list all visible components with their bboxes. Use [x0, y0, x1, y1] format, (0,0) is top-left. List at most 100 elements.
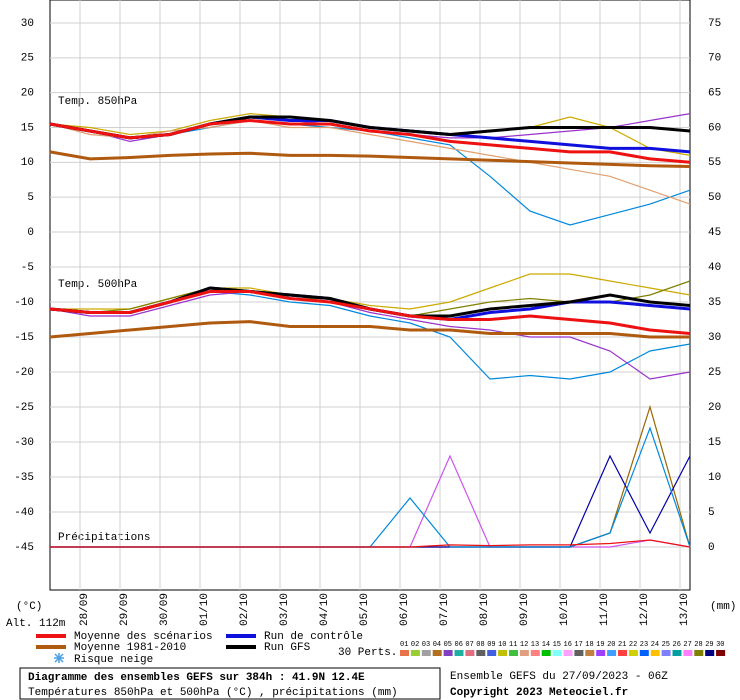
y-tick-label: -45	[14, 542, 34, 554]
member-code: 27	[683, 641, 691, 649]
x-tick-label: 30/09	[159, 593, 171, 626]
member-swatch	[585, 650, 595, 656]
y-tick-label: 5	[27, 192, 34, 204]
x-tick-label: 03/10	[279, 593, 291, 626]
y2-tick-label: 65	[708, 88, 721, 100]
member-code: 17	[574, 641, 582, 649]
x-tick-label: 06/10	[399, 593, 411, 626]
member-swatch	[519, 650, 529, 656]
member-code: 05	[444, 641, 452, 649]
x-tick-label: 28/09	[79, 593, 91, 626]
member-swatch	[443, 650, 453, 656]
panel-label: Temp. 500hPa	[58, 279, 138, 291]
y-tick-label: -25	[14, 402, 34, 414]
altitude: Alt. 112m	[6, 618, 66, 630]
y2-tick-label: 0	[708, 542, 715, 554]
member-swatch	[563, 650, 573, 656]
member-code: 14	[542, 641, 550, 649]
y2-unit: (mm)	[710, 601, 736, 613]
y2-tick-label: 70	[708, 53, 721, 65]
member-swatch	[650, 650, 660, 656]
x-tick-label: 11/10	[599, 593, 611, 626]
series-line	[49, 150, 691, 168]
series-line	[49, 290, 691, 335]
x-tick-label: 29/09	[119, 593, 131, 626]
member-code: 15	[553, 641, 561, 649]
y2-tick-label: 45	[708, 227, 721, 239]
member-code: 30	[716, 641, 724, 649]
member-code: 11	[509, 641, 517, 649]
member-swatch	[465, 650, 475, 656]
members-label: 30 Perts.	[338, 647, 397, 659]
member-swatch	[628, 650, 638, 656]
member-swatch	[694, 650, 704, 656]
y-unit: (°C)	[16, 601, 42, 613]
member-code: 26	[673, 641, 681, 649]
panel-label: Temp. 850hPa	[58, 96, 138, 108]
y-tick-label: -15	[14, 332, 34, 344]
y-tick-label: -40	[14, 507, 34, 519]
y-tick-label: 15	[21, 122, 34, 134]
series-line	[49, 290, 691, 380]
legend: Risque neige 30 Perts. Moyenne 1981-2010…	[36, 631, 726, 666]
x-tick-label: 13/10	[679, 593, 691, 626]
x-tick-label: 09/10	[519, 593, 531, 626]
member-code: 02	[411, 641, 419, 649]
member-swatch	[421, 650, 431, 656]
member-swatch	[487, 650, 497, 656]
y2-tick-label: 15	[708, 437, 721, 449]
y2-tick-label: 30	[708, 332, 721, 344]
y2-tick-label: 5	[708, 507, 715, 519]
footer-box	[19, 667, 441, 700]
member-code: 22	[629, 641, 637, 649]
member-code: 10	[498, 641, 506, 649]
plot-frame	[49, 0, 691, 591]
y2-tick-label: 25	[708, 367, 721, 379]
member-code: 06	[455, 641, 463, 649]
member-swatch	[498, 650, 508, 656]
member-swatch	[574, 650, 584, 656]
y-tick-label: 0	[27, 227, 34, 239]
x-tick-label: 02/10	[239, 593, 251, 626]
member-swatch	[454, 650, 464, 656]
member-code: 24	[651, 641, 659, 649]
y2-tick-label: 60	[708, 122, 721, 134]
legend-label: Risque neige	[74, 654, 153, 666]
y-tick-label: -10	[14, 297, 34, 309]
member-code: 08	[476, 641, 484, 649]
member-code: 13	[531, 641, 539, 649]
member-swatch	[607, 650, 617, 656]
snow-icon	[54, 653, 64, 663]
member-swatch	[596, 650, 606, 656]
member-code: 25	[662, 641, 670, 649]
y-tick-label: -5	[21, 262, 34, 274]
member-code: 18	[585, 641, 593, 649]
member-swatch	[552, 650, 562, 656]
member-swatch	[618, 650, 627, 656]
member-code: 12	[520, 641, 528, 649]
member-swatch	[683, 650, 693, 656]
series-line	[49, 119, 691, 205]
copyright: Copyright 2023 Meteociel.fr	[450, 687, 628, 699]
member-code: 07	[465, 641, 473, 649]
y2-tick-label: 20	[708, 402, 721, 414]
x-tick-label: 04/10	[319, 593, 331, 626]
y-tick-label: 30	[21, 18, 34, 30]
member-swatch	[476, 650, 486, 656]
member-swatch	[716, 650, 726, 656]
y2-tick-label: 75	[708, 18, 721, 30]
member-swatch	[672, 650, 682, 656]
y-tick-label: -30	[14, 437, 34, 449]
x-tick-label: 05/10	[359, 593, 371, 626]
member-swatch	[705, 650, 715, 656]
y-tick-label: 20	[21, 88, 34, 100]
y2-tick-label: 55	[708, 157, 721, 169]
member-code: 21	[618, 641, 626, 649]
member-swatch	[509, 650, 518, 656]
member-code: 04	[433, 641, 441, 649]
x-tick-label: 07/10	[439, 593, 451, 626]
y-tick-label: -20	[14, 367, 34, 379]
member-swatch	[541, 650, 551, 656]
legend-label: Moyenne 1981-2010	[74, 642, 186, 654]
series-line	[50, 539, 691, 548]
